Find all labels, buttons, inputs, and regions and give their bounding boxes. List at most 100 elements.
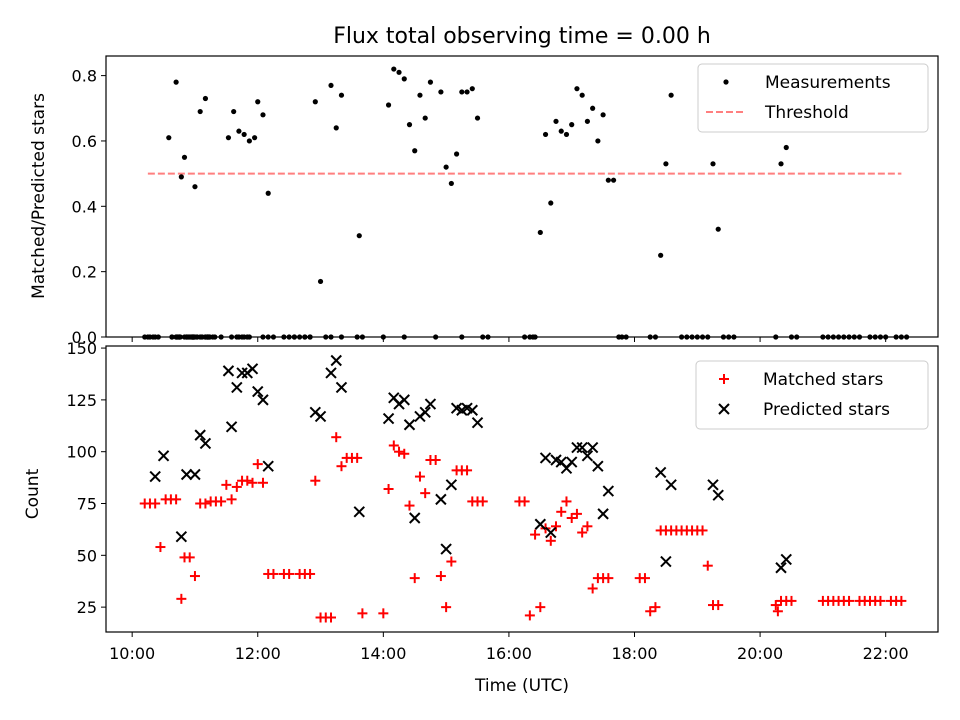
measurement-point [181,154,188,160]
matched-star-point [420,488,431,499]
matched-star-point [645,606,656,617]
matched-star-point [242,475,253,486]
matched-star-point [378,608,389,619]
measurement-point [453,151,460,157]
matched-star-point [786,595,797,606]
predicted-star-point [419,406,431,419]
axes-frame [105,345,939,633]
predicted-star-point [409,512,421,524]
predicted-star-point [382,412,395,425]
predicted-star-point [314,410,327,423]
top-y-axis-label: Matched/Predicted stars [29,93,49,299]
matched-star-point [519,496,530,507]
predicted-star-point [581,450,594,462]
measurement-point [417,92,423,98]
predicted-star-point [566,456,578,468]
measurement-point [595,138,601,144]
measurement-point [338,92,345,98]
bottom-legend: Matched stars Predicted stars [695,360,929,430]
measurement-point [231,108,237,115]
predicted-star-point [592,460,604,472]
matched-star-point [556,506,567,517]
matched-star-point [155,542,166,553]
predicted-star-point [157,450,170,462]
matched-star-point [268,568,279,579]
bottom-axes: 25 50 75 100 125 150 10:00 12:00 14:00 16:00 18:00… [66,339,939,663]
matched-star-point [257,477,268,488]
measurement-point [464,89,470,95]
measurement-point [192,184,198,190]
matched-star-point [545,535,556,546]
matched-star-point [404,500,415,511]
matched-star-point [231,481,242,492]
predicted-star-point [189,468,201,481]
matched-star-point [587,583,598,594]
measurement-point [663,161,669,167]
measurement-point [255,99,261,105]
measurement-point [260,112,266,118]
y-tick-label: 0.4 [72,197,97,216]
measurement-point [610,177,617,183]
matched-star-point [477,496,488,507]
measurement-point [474,115,481,121]
y-tick-label: 0.8 [72,67,97,86]
predicted-star-point [539,452,552,464]
legend-measurement-marker [723,79,729,85]
legend-label: Measurements [765,73,891,93]
matched-star-point [430,454,441,465]
x-tick-label: 20:00 [737,644,783,663]
predicted-star-point [597,508,609,520]
matched-star-point [844,595,855,606]
measurement-point [178,174,184,180]
y-tick-label: 150 [66,339,97,358]
predicted-star-point [325,367,337,379]
legend-label: Matched stars [763,370,883,390]
predicted-star-point [225,421,238,433]
matched-star-point [176,593,187,604]
measurement-point [579,92,585,98]
matched-star-point [524,610,535,621]
matched-star-point [326,612,337,623]
predicted-star-point [353,506,365,518]
x-axis-label: Time (UTC) [474,676,569,696]
legend-predicted-marker [718,403,730,415]
matched-star-point [331,432,342,443]
measurement-point [396,69,402,75]
predicted-star-point [257,394,269,406]
x-tick-label: 18:00 [611,644,657,663]
matched-star-point [535,602,546,613]
matched-star-point [435,571,446,582]
predicted-star-point [199,437,212,450]
predicted-star-point [398,394,410,406]
predicted-star-point [707,479,719,491]
matched-star-point [462,465,473,476]
x-tick-label: 14:00 [360,644,406,663]
predicted-star-point [330,354,342,367]
predicted-star-point [149,470,161,483]
predicted-star-point [586,441,599,454]
measurement-point [590,105,596,111]
matched-star-point [221,479,232,490]
measurement-point [173,79,179,85]
predicted-star-point [445,479,458,491]
measurement-point [600,112,606,118]
predicted-star-point [403,419,416,431]
chart-title: Flux total observing time = 0.00 h [333,24,711,49]
measurement-point [715,226,721,232]
top-axes: 0.0 0.2 0.4 0.6 0.8 [72,55,939,347]
matched-star-point [582,521,593,532]
matched-star-point [310,475,321,486]
predicted-star-point [252,385,264,398]
measurement-point [778,161,784,167]
measurement-point [406,122,413,128]
y-tick-label: 100 [66,443,97,462]
measurement-point [391,66,397,72]
measurement-point [197,108,203,115]
legend-box [695,360,929,430]
x-tick-label: 12:00 [235,644,281,663]
measurement-point [537,229,543,236]
matched-star-point [650,602,661,613]
matched-star-point [200,498,211,509]
predicted-star-point [424,398,437,410]
